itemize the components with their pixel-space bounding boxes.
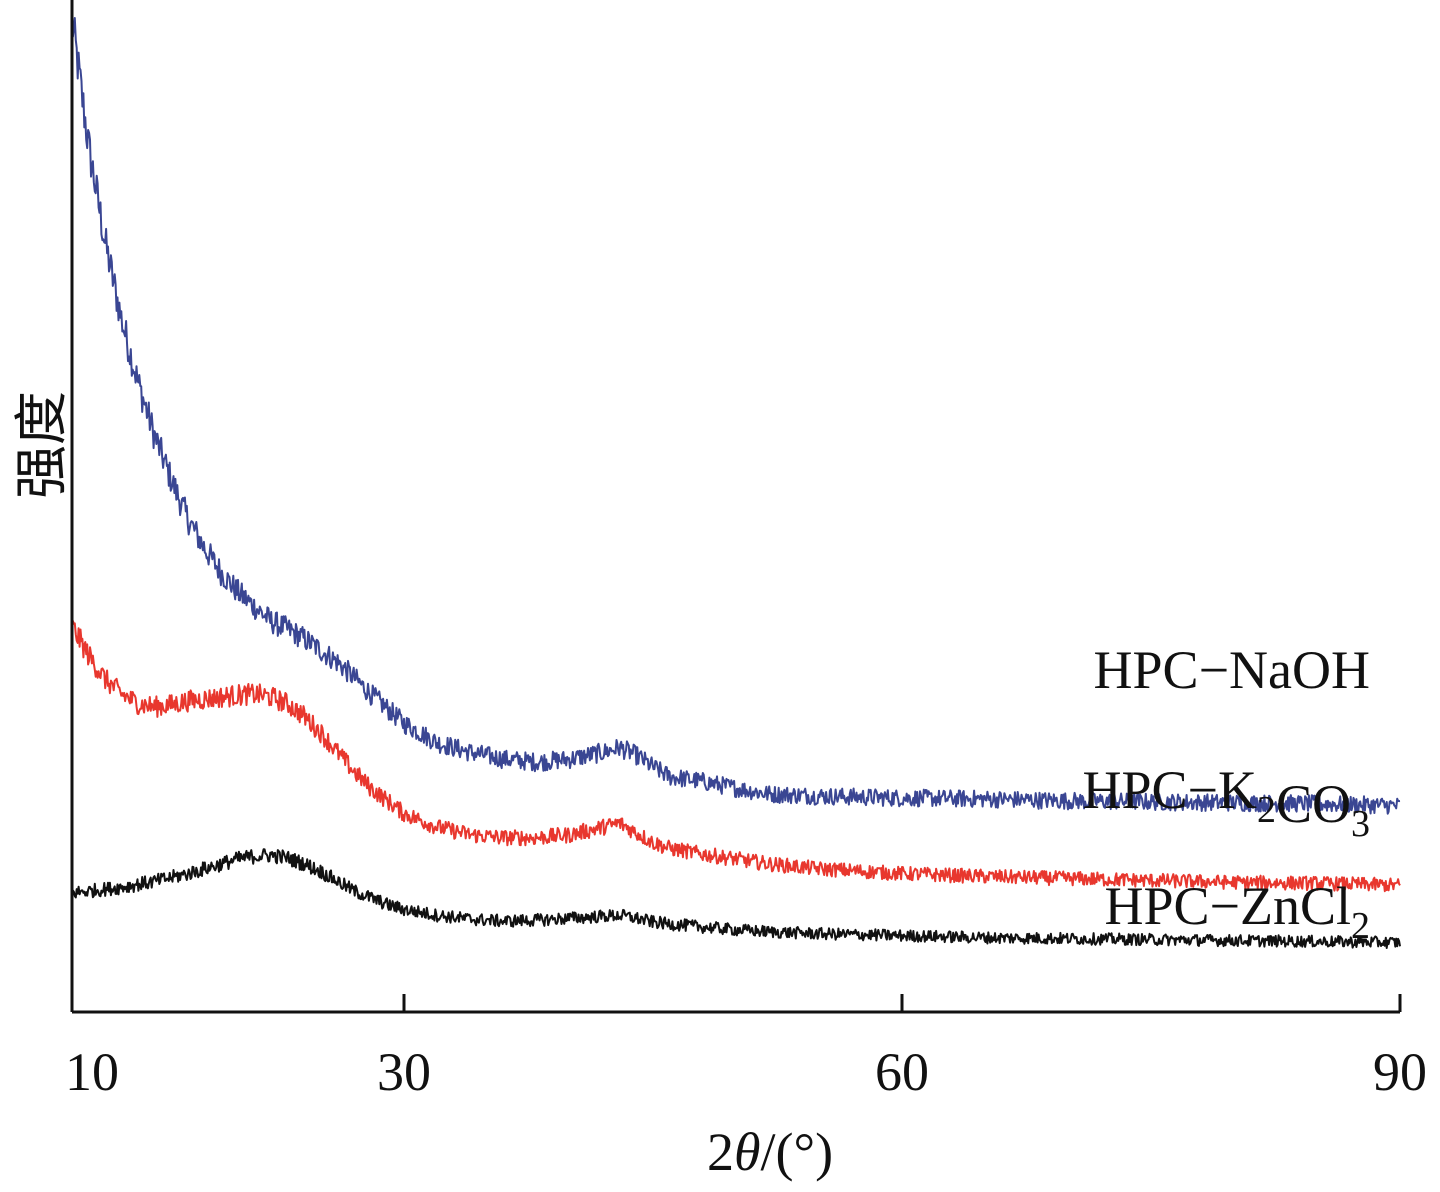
x-axis-label-theta: θ	[734, 1122, 761, 1182]
series-label-hpc-zncl2: HPC−ZnCl2	[1104, 876, 1370, 947]
x-tick-label-60: 60	[875, 1042, 929, 1102]
series-line-hpc-zncl2	[71, 848, 1401, 949]
x-tick-label-90: 90	[1373, 1042, 1427, 1102]
series-line-hpc-naoh	[71, 12, 1401, 815]
x-axis-label: 2θ/(°)	[707, 1122, 833, 1182]
curves-group	[71, 12, 1401, 949]
y-axis-label: 强度	[12, 391, 72, 499]
x-axis-label-prefix: 2	[707, 1122, 734, 1182]
series-label-hpc-naoh: HPC−NaOH	[1094, 640, 1370, 700]
series-line-hpc-k2co3	[71, 619, 1401, 893]
x-ticks-group: 10 30 60 90	[65, 994, 1427, 1102]
x-tick-label-30: 30	[377, 1042, 431, 1102]
x-axis-label-unit: /(°)	[760, 1122, 833, 1182]
series-label-hpc-k2co3: HPC−K2CO3	[1082, 760, 1370, 845]
x-tick-label-10: 10	[65, 1042, 119, 1102]
series-labels-group: HPC−NaOH HPC−K2CO3 HPC−ZnCl2	[1082, 640, 1370, 947]
